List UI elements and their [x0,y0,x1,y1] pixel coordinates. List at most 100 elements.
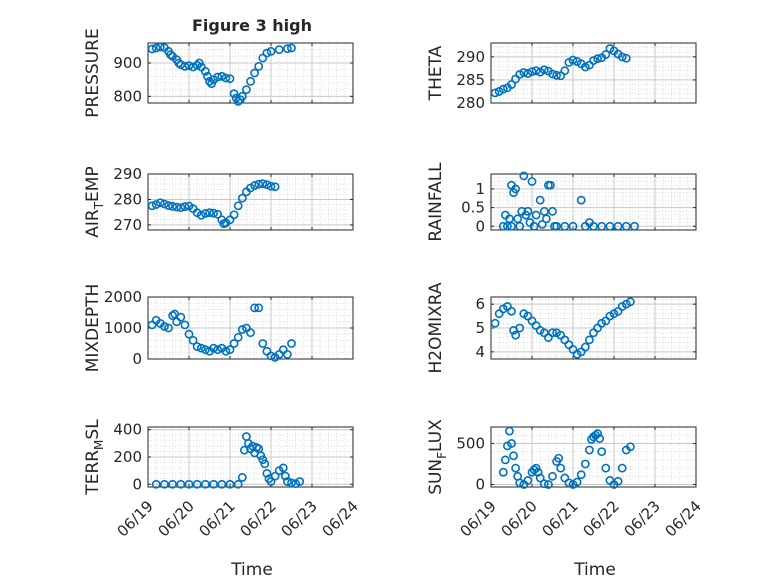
y-tick-label: 0 [132,350,142,368]
data-point [597,447,607,457]
data-point [507,306,516,316]
data-point [225,479,235,489]
data-point [237,473,247,482]
plot-area [491,43,696,103]
data-point [613,476,623,486]
data-point [511,463,520,473]
xlabel-right: Time [573,560,616,580]
data-point [626,442,635,452]
data-point [552,221,561,231]
data-point [270,471,280,481]
data-point [221,346,231,356]
data-point [626,297,635,307]
data-point [617,463,627,473]
data-point [200,66,210,76]
y-axis-label: PRESSURE [83,28,103,117]
data-point [498,84,508,94]
y-tick-label: 500 [456,434,485,452]
y-tick-label: 4 [475,343,485,361]
data-point [192,479,202,489]
data-point [580,459,590,469]
data-point [147,201,157,211]
subplot-pressure: 800 900 PRESSURE [83,28,354,118]
x-tick-label: 06/21 [539,497,582,540]
data-point [209,479,218,489]
data-point [548,328,557,338]
y-tick-label: 0 [475,217,485,235]
data-point [519,171,529,181]
data-point [280,471,290,481]
data-point [601,50,611,59]
data-point [287,478,296,488]
data-point [213,209,223,219]
data-point [225,74,235,84]
data-point [266,477,276,486]
data-point [168,479,177,489]
data-point [266,46,276,56]
subplot-rainfall: 00.51 RAINFALL [426,162,697,242]
data-point [209,208,218,218]
data-point [531,66,541,76]
plot-area [491,174,696,230]
data-point [507,221,516,231]
data-point [572,477,582,487]
y-tick-label: 900 [113,54,142,72]
data-point [556,463,566,473]
data-point [576,195,586,205]
data-point [537,219,547,229]
data-point [511,184,520,194]
data-point [595,434,605,443]
data-point [568,55,578,65]
data-point [539,479,549,489]
data-point [180,202,190,211]
xlabel-left: Time [230,560,273,580]
data-point [548,471,557,481]
y-tick-label: 285 [456,71,485,89]
y-tick-label: 1000 [104,319,142,337]
data-point [205,208,214,218]
data-point [515,221,525,231]
x-tick-label: 06/24 [662,497,705,540]
data-point [589,56,598,65]
data-point [262,468,272,478]
data-point [192,342,202,351]
data-point [200,209,210,218]
data-point [535,473,545,483]
data-point [233,201,243,211]
data-point [515,323,525,333]
data-point [229,210,239,220]
data-point [159,199,169,209]
data-point [531,210,541,220]
x-tick-label: 06/22 [237,497,280,540]
data-point [229,89,239,99]
y-axis-label: TERRMSL [83,419,106,496]
x-tick-label: 06/19 [114,497,157,540]
y-axis-label-subscript: F [435,452,449,459]
data-point [184,479,194,489]
data-point [505,426,514,436]
y-tick-label: 280 [456,94,485,112]
data-point [601,463,611,473]
data-point [535,195,545,205]
data-point [233,332,243,342]
y-tick-label: 800 [113,87,142,105]
figure-title: Figure 3 high [192,16,312,35]
y-tick-label: 270 [113,216,142,234]
y-tick-label: 0 [132,475,142,493]
data-point [560,66,570,76]
data-point [295,477,305,486]
y-axis-label: H2OMIXRA [426,282,446,373]
y-tick-label: 290 [456,48,485,66]
data-point [246,328,255,338]
data-point [613,221,623,231]
data-point [254,61,264,71]
x-tick-label: 06/21 [196,497,239,540]
data-point [260,459,270,469]
x-tick-label: 06/23 [621,497,664,540]
data-point [151,479,161,489]
data-point [597,221,607,231]
data-point [196,343,206,353]
data-point [254,179,264,189]
data-point [500,455,510,465]
